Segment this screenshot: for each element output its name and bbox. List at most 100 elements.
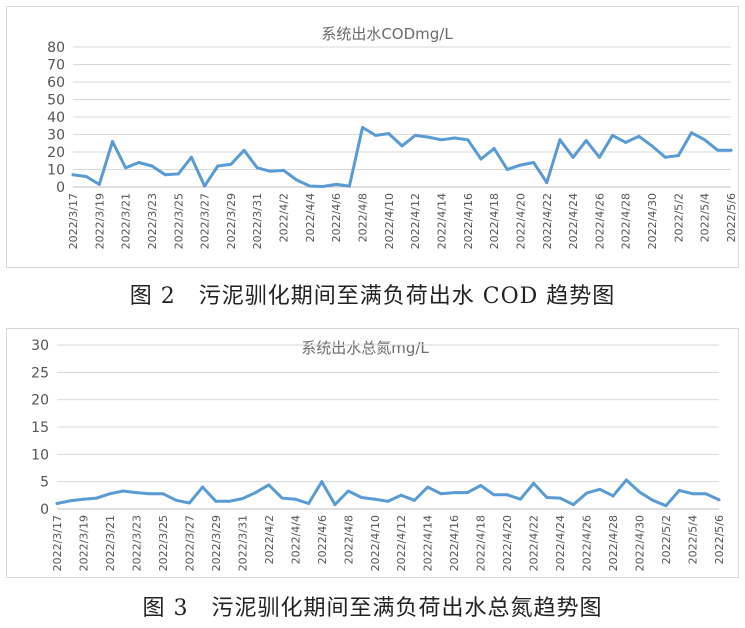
x-tick-label: 2022/4/30 [646,193,659,249]
data-point [729,148,733,152]
x-tick-label: 2022/4/12 [409,193,422,249]
data-point [703,138,707,142]
data-point [282,168,286,172]
data-point [479,157,483,161]
x-tick-label: 2022/4/8 [357,193,370,242]
x-tick-label: 2022/3/29 [225,193,238,249]
data-point [439,492,443,496]
x-tick-label: 2022/3/19 [93,193,106,249]
data-point [374,133,378,137]
x-tick-label: 2022/4/14 [422,515,435,571]
data-point [189,155,193,159]
x-tick-label: 2022/4/26 [593,193,606,249]
data-point [611,494,615,498]
x-tick-label: 2022/4/16 [462,193,475,249]
data-point [412,498,416,502]
data-point [518,497,522,501]
data-point [439,138,443,142]
x-tick-label: 2022/3/17 [67,193,80,249]
x-tick-label: 2022/3/23 [130,515,143,571]
x-tick-label: 2022/5/2 [660,515,673,564]
data-point [229,162,233,166]
x-tick-label: 2022/4/2 [278,193,291,242]
x-tick-label: 2022/4/2 [263,515,276,564]
x-tick-label: 2022/4/26 [581,515,594,571]
data-point [492,493,496,497]
data-point [124,166,128,170]
chart-title: 系统出水CODmg/L [321,25,453,43]
x-tick-label: 2022/4/10 [369,515,382,571]
data-point [360,496,364,500]
data-point [518,163,522,167]
data-point [334,182,338,186]
data-point [333,503,337,507]
data-point [280,496,284,500]
x-tick-label: 2022/4/24 [567,193,580,249]
y-tick-label: 80 [47,40,65,56]
data-point [174,498,178,502]
series-line [71,126,733,188]
tn-chart-panel: 系统出水总氮mg/L 0 5 10 15 20 25 30 2022/3/17 2022/3/19… [6,328,739,578]
data-point [505,168,509,171]
data-point [532,161,536,164]
x-tick-label: 2022/4/18 [488,193,501,249]
data-point [704,492,708,496]
x-tick-label: 2022/4/18 [475,515,488,571]
x-tick-label: 2022/3/25 [172,193,185,249]
data-point [255,166,259,170]
x-tick-label: 2022/4/20 [514,193,527,249]
data-point [55,502,59,506]
y-tick-label: 0 [56,180,65,196]
y-tick-label: 5 [40,475,49,491]
data-point [214,499,218,503]
data-point [545,496,549,500]
data-point [466,138,470,142]
data-point [624,140,628,144]
data-point [717,498,721,502]
data-point [68,499,72,503]
data-point [585,491,589,495]
data-point [81,497,85,501]
data-point [413,133,417,137]
data-point [558,496,562,500]
data-point [307,502,311,506]
x-tick-label: 2022/3/29 [210,515,223,571]
data-point [308,184,312,188]
data-point [597,155,601,159]
y-tick-label: 60 [47,75,65,91]
x-tick-label: 2022/3/31 [236,515,249,571]
x-tick-label: 2022/3/31 [251,193,264,249]
y-tick-label: 0 [40,502,49,518]
data-point [452,491,456,495]
data-point [240,497,244,501]
data-point [346,489,350,493]
data-point [651,498,655,502]
data-point [386,499,390,503]
data-point [203,184,207,188]
y-tick-label: 20 [47,145,65,161]
data-point [187,501,191,505]
x-tick-label: 2022/4/16 [448,515,461,571]
x-tick-label: 2022/4/8 [342,515,355,564]
data-point [163,173,167,177]
data-point [690,131,694,135]
x-tick-label: 2022/3/23 [146,193,159,249]
y-tick-label: 20 [31,393,49,409]
y-tick-label: 70 [47,58,65,74]
data-point [400,144,404,148]
data-point [611,133,615,137]
x-tick-label: 2022/4/12 [395,515,408,571]
data-point [637,134,641,138]
data-point [387,132,391,136]
data-point [84,175,88,178]
x-tick-label: 2022/3/27 [199,193,212,249]
x-tick-label: 2022/3/21 [104,515,117,571]
data-point [545,181,549,185]
data-point [97,182,101,186]
data-point [598,487,602,491]
y-tick-label: 30 [47,128,65,144]
y-tick-label: 40 [47,110,65,126]
x-tick-label: 2022/4/4 [289,515,302,564]
x-tick-label: 2022/4/28 [620,193,633,249]
